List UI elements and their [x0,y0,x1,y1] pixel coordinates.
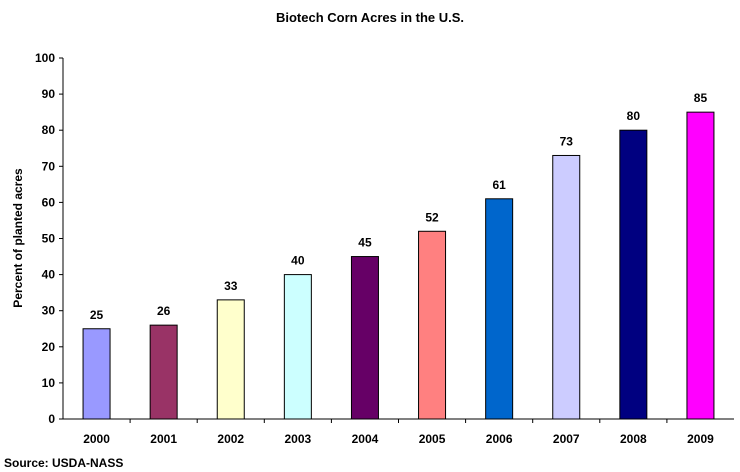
data-label-2002: 33 [224,279,238,293]
y-tick-label: 20 [42,340,56,354]
y-tick-label: 60 [42,195,56,209]
x-tick-label-2003: 2003 [284,432,311,446]
chart-title: Biotech Corn Acres in the U.S. [276,10,464,25]
bar-2006 [485,198,514,420]
y-tick-label: 30 [42,304,56,318]
bar-2007 [552,154,581,420]
data-labels-group: 25 26 33 40 45 52 61 73 80 85 [90,91,708,322]
data-label-2000: 25 [90,308,104,322]
bar-2003 [283,274,312,420]
x-tick-label-2000: 2000 [83,432,110,446]
y-ticks-group: 0 10 20 30 40 50 60 70 80 90 100 [35,51,63,426]
data-label-2006: 61 [492,178,506,192]
x-tick-label-2006: 2006 [486,432,513,446]
bar-2009 [686,111,715,420]
y-tick-label: 0 [48,412,55,426]
x-tick-label-2002: 2002 [217,432,244,446]
data-label-2008: 80 [627,109,641,123]
data-label-2004: 45 [358,236,372,250]
y-tick-label: 100 [35,51,55,65]
y-axis-label: Percent of planted acres [11,168,25,308]
bar-2004 [350,256,379,420]
y-tick-label: 80 [42,123,56,137]
x-tick-label-2005: 2005 [419,432,446,446]
bar-2001 [149,324,178,420]
x-tick-label-2004: 2004 [352,432,379,446]
bar-2008 [619,129,648,420]
bar-2005 [418,230,447,420]
bars-group [82,111,715,420]
bar-2000 [82,328,111,420]
y-tick-label: 10 [42,376,56,390]
y-tick-label: 70 [42,159,56,173]
x-tick-label-2007: 2007 [553,432,580,446]
bar-2002 [216,299,245,420]
y-tick-label: 50 [42,232,56,246]
x-tick-label-2008: 2008 [620,432,647,446]
x-tick-label-2009: 2009 [687,432,714,446]
data-label-2009: 85 [694,91,708,105]
x-ticks-group: 2000 2001 2002 2003 2004 2005 2006 2007 2008 2009 [83,419,714,446]
data-label-2007: 73 [560,134,574,148]
x-tick-label-2001: 2001 [150,432,177,446]
y-tick-label: 40 [42,268,56,282]
y-tick-label: 90 [42,87,56,101]
data-label-2001: 26 [157,304,171,318]
source-note: Source: USDA-NASS [4,456,123,470]
data-label-2005: 52 [425,210,439,224]
data-label-2003: 40 [291,254,305,268]
